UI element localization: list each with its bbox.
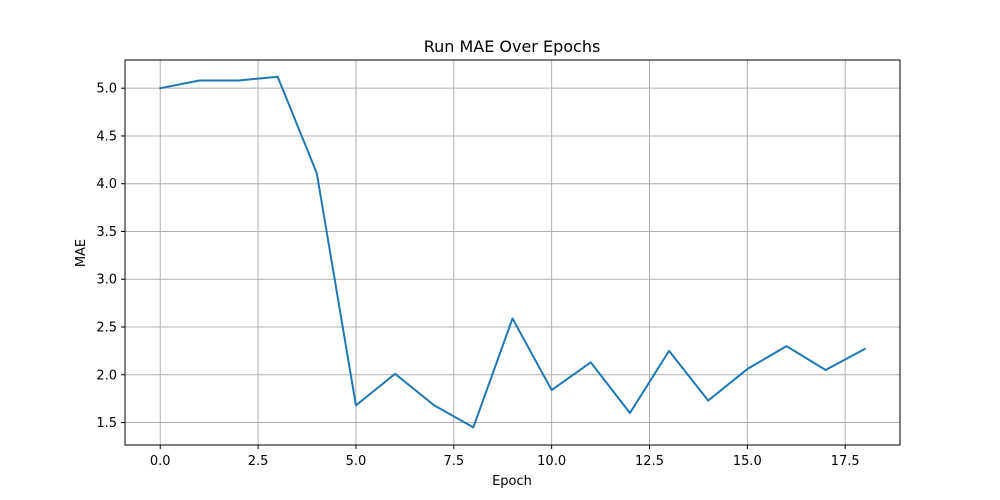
x-axis-label: Epoch [492, 474, 532, 489]
ticks: 0.0 2.5 5.0 7.5 10.0 12.5 15.0 17.5 1.5 2.0 2.5 3.0… [96, 82, 859, 469]
x-tick-label: 2.5 [248, 454, 269, 469]
y-axis-label: MAE [74, 239, 89, 267]
plot-frame [124, 59, 901, 446]
y-tick-label: 1.5 [96, 416, 117, 431]
x-tick-label: 17.5 [831, 454, 860, 469]
y-tick-label: 5.0 [96, 82, 117, 97]
y-tick-label: 4.5 [96, 129, 117, 144]
y-tick-label: 4.0 [96, 177, 117, 192]
x-tick-label: 5.0 [346, 454, 367, 469]
x-tick-label: 12.5 [635, 454, 664, 469]
grid [125, 60, 900, 445]
y-tick-label: 3.0 [96, 273, 117, 288]
x-tick-label: 7.5 [443, 454, 464, 469]
x-tick-label: 10.0 [537, 454, 566, 469]
y-tick-label: 2.0 [96, 368, 117, 383]
chart-title: Run MAE Over Epochs [424, 37, 601, 56]
x-tick-label: 0.0 [150, 454, 171, 469]
x-tick-label: 15.0 [733, 454, 762, 469]
y-tick-label: 3.5 [96, 225, 117, 240]
series-line [159, 75, 867, 429]
series-layer [159, 75, 867, 429]
y-tick-label: 2.5 [96, 321, 117, 336]
